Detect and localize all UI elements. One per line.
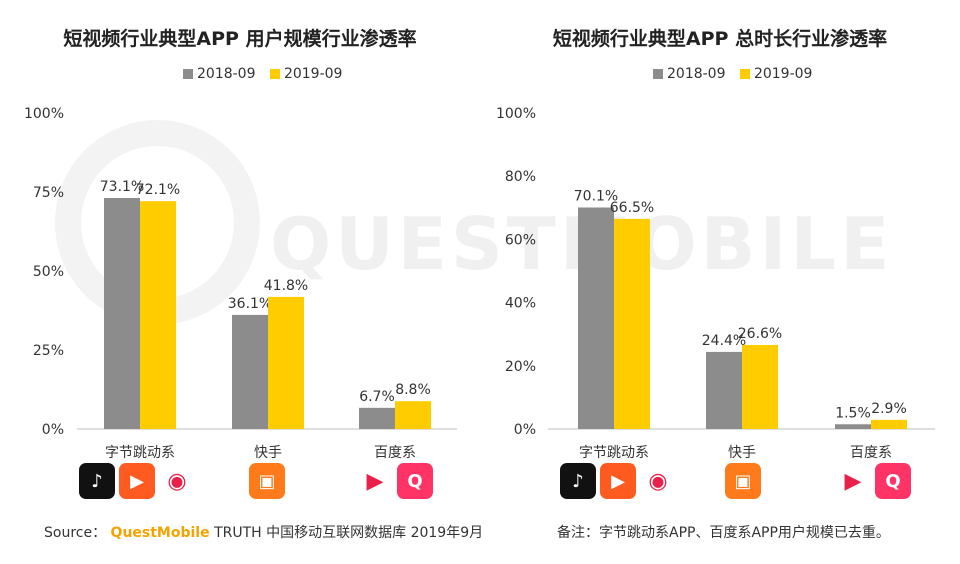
legend-label: 2019-09 — [753, 66, 813, 82]
xigua-video-icon: ▶ — [600, 463, 636, 499]
data-label: 24.4% — [702, 333, 746, 349]
bar — [268, 296, 304, 429]
bar — [104, 198, 140, 429]
data-label: 41.8% — [264, 278, 308, 294]
brand-name: QuestMobile — [110, 525, 210, 541]
kuaishou-icon: ▣ — [725, 463, 761, 499]
data-label: 66.5% — [610, 200, 654, 216]
chart2-legend: 2018-09 2019-09 — [653, 66, 822, 82]
legend-swatch-gray — [653, 69, 663, 79]
bar — [232, 314, 268, 429]
x-tick-label: 字节跳动系 — [579, 445, 649, 461]
source-label: Source： — [44, 525, 107, 541]
x-tick-label: 快手 — [728, 445, 756, 461]
tiktok-icon: ♪ — [560, 463, 596, 499]
toutiao-icon: ◉ — [640, 463, 676, 499]
chart1-legend: 2018-09 2019-09 — [183, 66, 352, 82]
x-tick-label: 百度系 — [850, 445, 892, 461]
tiktok-icon: ♪ — [79, 463, 115, 499]
data-label: 2.9% — [871, 401, 907, 417]
data-label: 1.5% — [835, 405, 871, 421]
chart2-title: 短视频行业典型APP 总时长行业渗透率 — [552, 28, 888, 50]
chart1-title: 短视频行业典型APP 用户规模行业渗透率 — [63, 28, 417, 50]
bar — [578, 207, 614, 429]
source-line: Source： QuestMobile TRUTH 中国移动互联网数据库 201… — [44, 522, 483, 542]
legend-label: 2019-09 — [283, 66, 343, 82]
haokan-video-icon: ▶ — [835, 463, 871, 499]
toutiao-icon: ◉ — [159, 463, 195, 499]
source-text: TRUTH 中国移动互联网数据库 2019年9月 — [214, 525, 484, 541]
y-tick-label: 100% — [496, 106, 536, 122]
legend-item-2019: 2019-09 — [269, 66, 343, 82]
haokan-video-icon: ▶ — [357, 463, 393, 499]
bar — [706, 351, 742, 429]
y-tick-label: 40% — [505, 296, 536, 312]
footnote: 备注：字节跳动系APP、百度系APP用户规模已去重。 — [557, 525, 890, 541]
quanmin-video-icon: Q — [397, 463, 433, 499]
data-label: 36.1% — [228, 296, 272, 312]
legend-label: 2018-09 — [667, 66, 726, 82]
bar — [835, 424, 871, 429]
y-tick-label: 75% — [33, 185, 64, 201]
legend-item-2018: 2018-09 — [653, 66, 726, 82]
kuaishou-icon: ▣ — [249, 463, 285, 499]
bar — [742, 344, 778, 429]
bar — [614, 218, 650, 429]
data-label: 26.6% — [738, 326, 782, 342]
legend-item-2018: 2018-09 — [183, 66, 256, 82]
y-tick-label: 0% — [42, 422, 64, 438]
y-tick-label: 100% — [24, 106, 64, 122]
legend-swatch-gray — [183, 69, 193, 79]
bar — [140, 201, 176, 429]
legend-swatch-yellow — [739, 69, 750, 79]
data-label: 8.8% — [395, 382, 431, 398]
legend-swatch-yellow — [269, 69, 280, 79]
x-tick-label: 百度系 — [374, 445, 416, 461]
bar — [871, 419, 907, 429]
data-label: 73.1% — [100, 179, 144, 195]
x-tick-label: 快手 — [254, 445, 282, 461]
bar — [395, 401, 431, 429]
y-tick-label: 25% — [33, 343, 64, 359]
y-tick-label: 20% — [505, 359, 536, 375]
y-tick-label: 60% — [505, 232, 536, 248]
y-tick-label: 50% — [33, 264, 64, 280]
data-label: 72.1% — [136, 182, 180, 198]
data-label: 70.1% — [574, 188, 618, 204]
legend-label: 2018-09 — [197, 66, 256, 82]
data-label: 6.7% — [359, 389, 395, 405]
legend-item-2019: 2019-09 — [739, 66, 813, 82]
bar — [359, 407, 395, 429]
quanmin-video-icon: Q — [875, 463, 911, 499]
y-tick-label: 80% — [505, 169, 536, 185]
y-tick-label: 0% — [514, 422, 536, 438]
x-tick-label: 字节跳动系 — [105, 445, 175, 461]
xigua-video-icon: ▶ — [119, 463, 155, 499]
